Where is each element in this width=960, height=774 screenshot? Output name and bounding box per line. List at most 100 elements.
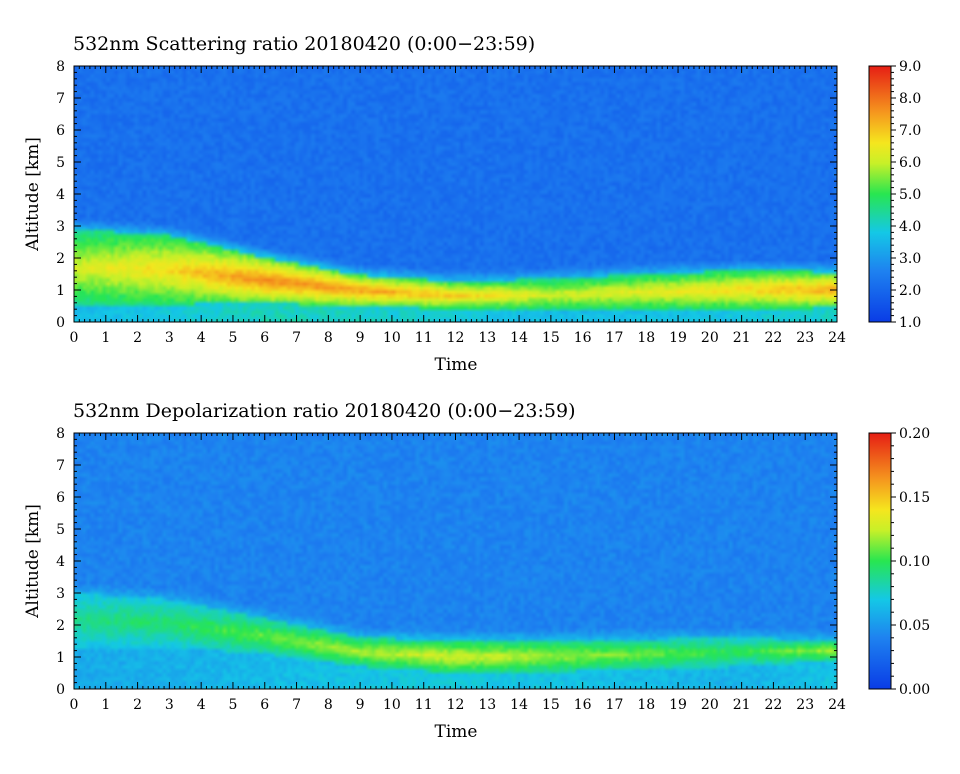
x-tick-label: 3: [165, 330, 174, 346]
x-tick-label: 21: [733, 697, 751, 713]
x-tick-label: 14: [510, 330, 528, 346]
x-tick-label: 11: [415, 330, 433, 346]
colorbar-tick-label: 3.0: [899, 251, 921, 267]
colorbar-tick-label: 8.0: [899, 91, 921, 107]
x-tick-label: 12: [447, 697, 465, 713]
depolarization-colorbar: [868, 432, 892, 690]
y-tick-label: 5: [56, 155, 65, 171]
y-tick-label: 0: [56, 682, 65, 698]
x-tick-label: 4: [197, 330, 206, 346]
y-tick-label: 4: [56, 554, 65, 570]
colorbar-tick-label: 0.10: [899, 554, 930, 570]
x-tick-label: 0: [70, 697, 79, 713]
x-tick-label: 6: [260, 330, 269, 346]
scattering-xlabel: Time: [435, 355, 478, 375]
depolarization-title: 532nm Depolarization ratio 20180420 (0:0…: [73, 400, 575, 422]
y-tick-label: 8: [56, 59, 65, 75]
x-tick-label: 15: [542, 697, 560, 713]
x-tick-label: 20: [701, 697, 719, 713]
x-tick-label: 17: [606, 330, 624, 346]
x-tick-label: 8: [324, 330, 333, 346]
x-tick-label: 8: [324, 697, 333, 713]
depolarization-panel: 532nm Depolarization ratio 20180420 (0:0…: [23, 400, 930, 742]
colorbar-tick-label: 7.0: [899, 123, 921, 139]
x-tick-label: 4: [197, 697, 206, 713]
depolarization-heatmap: [74, 433, 837, 689]
colorbar-tick-label: 0.00: [899, 682, 930, 698]
x-tick-label: 0: [70, 330, 79, 346]
depolarization-ylabel: Altitude [km]: [23, 504, 43, 619]
x-tick-label: 23: [796, 330, 814, 346]
x-tick-label: 7: [292, 697, 301, 713]
scattering-heatmap: [74, 66, 837, 322]
x-tick-label: 10: [383, 697, 401, 713]
x-tick-label: 22: [765, 330, 783, 346]
x-tick-label: 22: [765, 697, 783, 713]
colorbar-tick-label: 1.0: [899, 315, 921, 331]
x-tick-label: 23: [796, 697, 814, 713]
x-tick-label: 24: [828, 330, 846, 346]
colorbar-tick-label: 9.0: [899, 59, 921, 75]
x-tick-label: 12: [447, 330, 465, 346]
x-tick-label: 18: [637, 330, 655, 346]
colorbar-tick-label: 5.0: [899, 187, 921, 203]
scattering-panel: 532nm Scattering ratio 20180420 (0:00−23…: [23, 33, 921, 375]
x-tick-label: 5: [228, 697, 237, 713]
x-tick-label: 1: [101, 697, 110, 713]
x-tick-label: 18: [637, 697, 655, 713]
y-tick-label: 2: [56, 251, 65, 267]
y-tick-label: 7: [56, 458, 65, 474]
x-tick-label: 1: [101, 330, 110, 346]
colorbar-tick-label: 0.15: [899, 490, 930, 506]
x-tick-label: 2: [133, 697, 142, 713]
x-tick-label: 9: [356, 330, 365, 346]
y-tick-label: 4: [56, 187, 65, 203]
depolarization-colorbar-ticks: 0.00 0.05 0.10 0.15 0.20: [891, 426, 930, 698]
x-tick-label: 19: [669, 330, 687, 346]
y-tick-label: 3: [56, 219, 65, 235]
x-tick-label: 20: [701, 330, 719, 346]
y-tick-label: 6: [56, 490, 65, 506]
y-tick-label: 3: [56, 586, 65, 602]
x-tick-label: 14: [510, 697, 528, 713]
x-tick-label: 21: [733, 330, 751, 346]
x-tick-label: 19: [669, 697, 687, 713]
x-tick-label: 2: [133, 330, 142, 346]
x-tick-label: 16: [574, 697, 592, 713]
y-tick-label: 2: [56, 618, 65, 634]
x-tick-label: 6: [260, 697, 269, 713]
colorbar-tick-label: 6.0: [899, 155, 921, 171]
y-tick-label: 6: [56, 123, 65, 139]
x-tick-label: 17: [606, 697, 624, 713]
colorbar-tick-label: 0.05: [899, 618, 930, 634]
colorbar-tick-label: 2.0: [899, 283, 921, 299]
y-tick-label: 1: [56, 650, 65, 666]
scattering-title: 532nm Scattering ratio 20180420 (0:00−23…: [73, 33, 535, 55]
colorbar-tick-label: 0.20: [899, 426, 930, 442]
x-tick-label: 24: [828, 697, 846, 713]
x-tick-label: 10: [383, 330, 401, 346]
scattering-colorbar: [868, 65, 892, 323]
scattering-axes: 0 1 2 3 4 5 6 7 8 9 10 11 12 13 14 15 16 17 18 19 20 21 22 23 24…: [56, 59, 846, 346]
colorbar-tick-label: 4.0: [899, 219, 921, 235]
scattering-ylabel: Altitude [km]: [23, 137, 43, 252]
depolarization-xlabel: Time: [435, 722, 478, 742]
y-tick-label: 0: [56, 315, 65, 331]
x-tick-label: 9: [356, 697, 365, 713]
y-tick-label: 8: [56, 426, 65, 442]
scattering-colorbar-ticks: 1.0 2.0 3.0 4.0 5.0 6.0 7.0 8.0 9.0: [891, 59, 921, 331]
x-tick-label: 5: [228, 330, 237, 346]
x-tick-label: 3: [165, 697, 174, 713]
x-tick-label: 13: [478, 330, 496, 346]
x-tick-label: 13: [478, 697, 496, 713]
x-tick-label: 16: [574, 330, 592, 346]
y-tick-label: 5: [56, 522, 65, 538]
depolarization-axes: 0 1 2 3 4 5 6 7 8 9 10 11 12 13 14 15 16 17 18 19 20 21 22 23 24…: [56, 426, 846, 713]
y-tick-label: 1: [56, 283, 65, 299]
x-tick-label: 7: [292, 330, 301, 346]
x-tick-label: 11: [415, 697, 433, 713]
x-tick-label: 15: [542, 330, 560, 346]
y-tick-label: 7: [56, 91, 65, 107]
